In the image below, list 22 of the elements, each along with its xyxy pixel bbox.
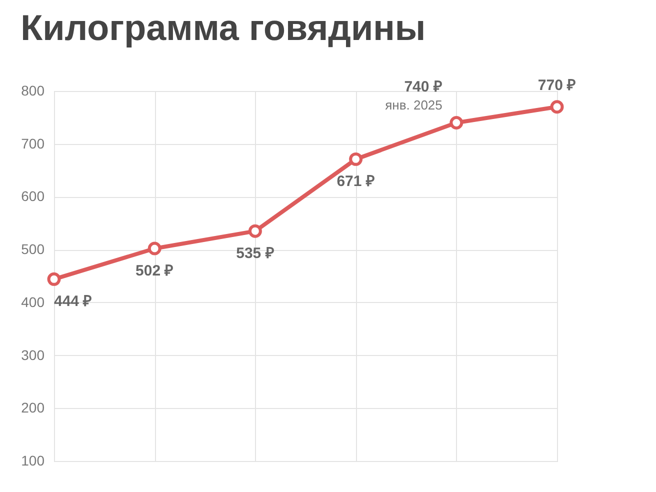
text: 444 ₽: [54, 293, 92, 310]
y-tick-label: 200: [21, 400, 45, 416]
text: 740 ₽: [404, 78, 442, 96]
y-tick-label: 400: [21, 294, 45, 310]
y-tick-label: 700: [21, 135, 45, 152]
y-tick-label: 100: [21, 452, 45, 468]
point: [550, 100, 564, 114]
annotation: янв. 2025: [385, 98, 442, 113]
text: 671 ₽: [336, 173, 375, 190]
y-tick-label: 800: [21, 82, 45, 98]
y-tick-label: 500: [21, 241, 45, 258]
point: [248, 224, 262, 238]
text: 502 ₽: [136, 262, 174, 280]
point: [148, 242, 162, 256]
text: 535 ₽: [236, 245, 274, 262]
y-tick-label: 300: [21, 346, 45, 363]
point: [47, 272, 61, 286]
text: 770 ₽: [538, 76, 576, 94]
point: [349, 152, 363, 166]
point: [450, 116, 464, 130]
chart-title: Килограмма говядины: [20, 6, 426, 48]
y-tick-label: 600: [21, 188, 45, 204]
